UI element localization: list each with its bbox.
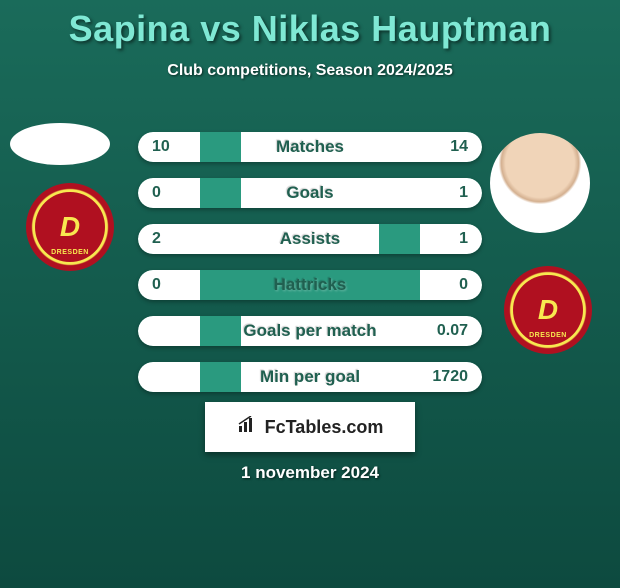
stat-label: Min per goal bbox=[138, 362, 482, 392]
stat-label: Goals per match bbox=[138, 316, 482, 346]
player-right-club-badge: D bbox=[504, 266, 592, 354]
club-logo-right: D bbox=[513, 275, 583, 345]
subtitle: Club competitions, Season 2024/2025 bbox=[0, 62, 620, 80]
stat-row: 21Assists bbox=[138, 224, 482, 254]
stat-row: 1014Matches bbox=[138, 132, 482, 162]
stats-compare-chart: 1014Matches 01Goals 21Assists 00Hattricks 0.… bbox=[138, 132, 482, 408]
club-logo-left: D bbox=[35, 192, 105, 262]
player-left-club-badge: D bbox=[26, 183, 114, 271]
stat-label: Matches bbox=[138, 132, 482, 162]
stat-row: 00Hattricks bbox=[138, 270, 482, 300]
stat-row: 1720Min per goal bbox=[138, 362, 482, 392]
stat-label: Hattricks bbox=[138, 270, 482, 300]
player-left-avatar bbox=[10, 123, 110, 165]
stat-label: Goals bbox=[138, 178, 482, 208]
date-stamp: 1 november 2024 bbox=[0, 463, 620, 483]
brand-tag: FcTables.com bbox=[205, 402, 415, 452]
page-title: Sapina vs Niklas Hauptman bbox=[0, 8, 620, 50]
player-right-avatar bbox=[490, 133, 590, 233]
stat-label: Assists bbox=[138, 224, 482, 254]
stat-row: 01Goals bbox=[138, 178, 482, 208]
brand-chart-icon bbox=[237, 416, 259, 439]
brand-text: FcTables.com bbox=[265, 417, 384, 438]
stat-row: 0.07Goals per match bbox=[138, 316, 482, 346]
